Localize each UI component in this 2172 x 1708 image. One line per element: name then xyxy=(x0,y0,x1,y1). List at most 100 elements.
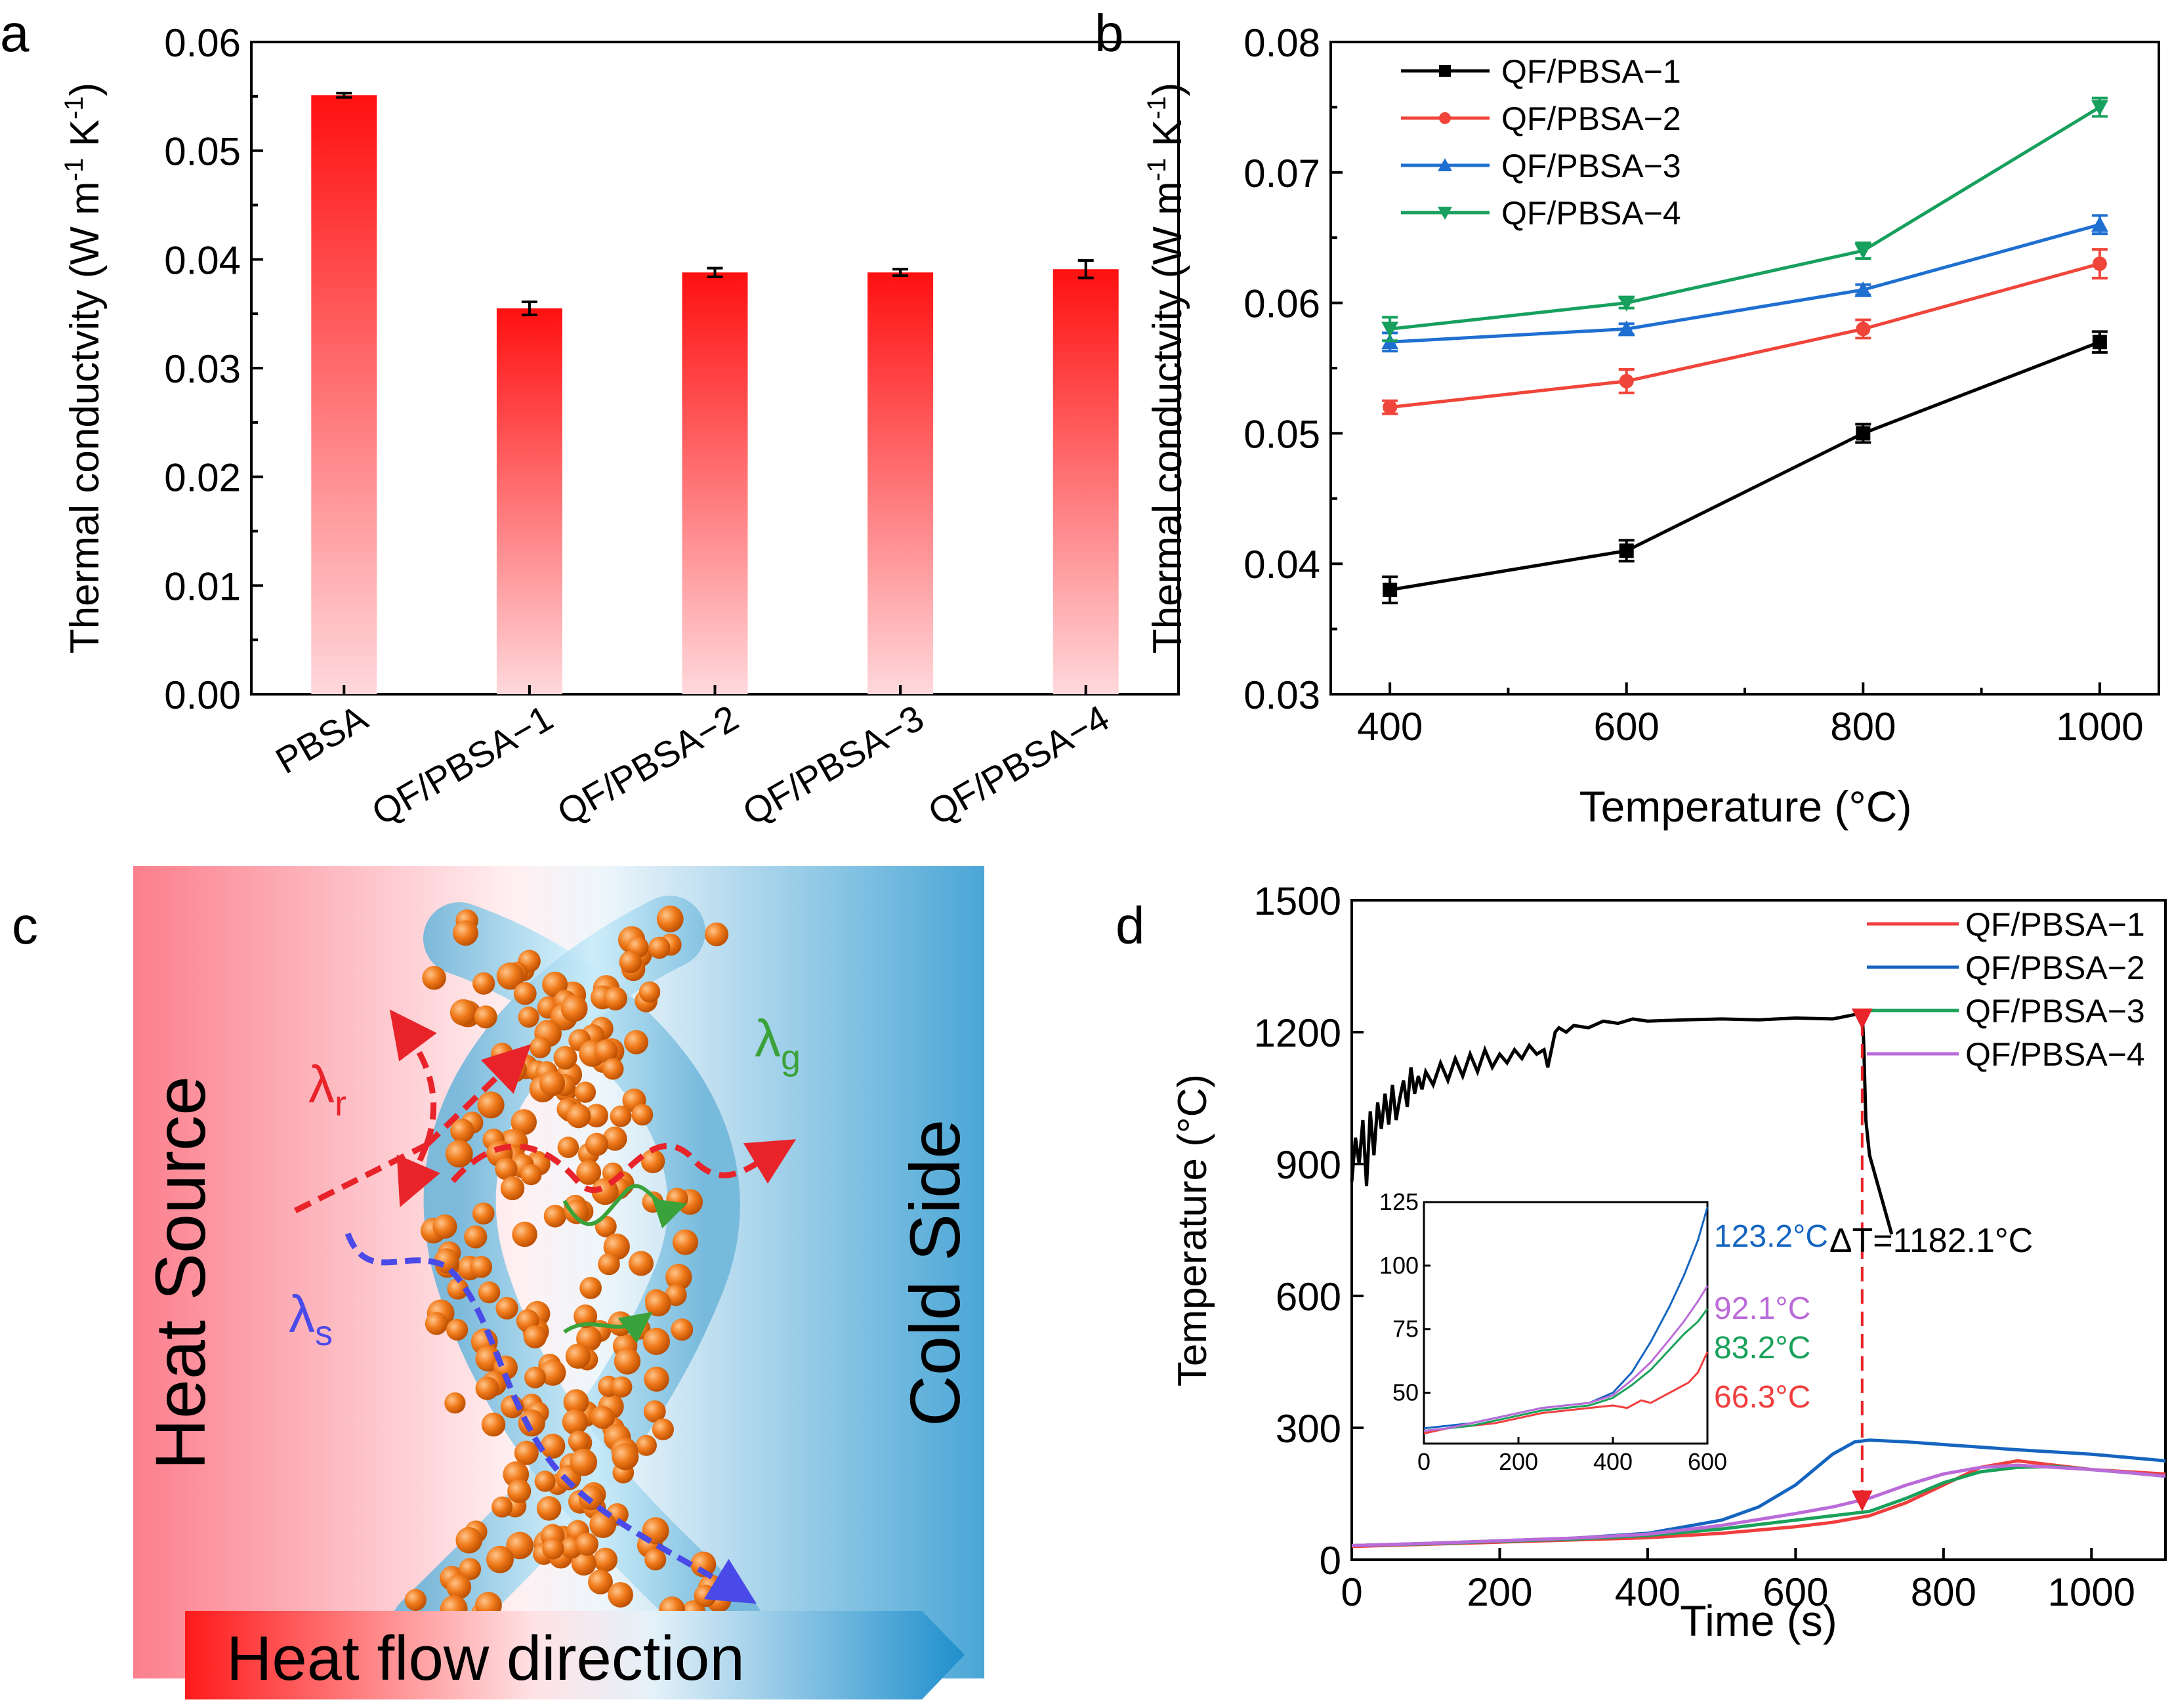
particle-88 xyxy=(520,1164,542,1186)
particle-29 xyxy=(518,1006,539,1028)
particle-177 xyxy=(514,1440,539,1465)
legend-label-3: QF/PBSA−4 xyxy=(1965,1036,2145,1073)
x-tick-label-1: 600 xyxy=(1594,705,1660,749)
inset-chart: 0 200 400 600 50 75 100 125 123.2°C 92.1°C 83.2°C 6… xyxy=(1379,1188,1828,1475)
particle-145 xyxy=(644,1366,669,1392)
point-s0-2 xyxy=(1856,426,1871,441)
particle-128 xyxy=(446,1318,469,1341)
x-tick-label-4: QF/PBSA−4 xyxy=(921,697,1116,833)
point-s0-0 xyxy=(1383,582,1398,597)
particle-136 xyxy=(671,1318,694,1341)
particle-59 xyxy=(539,1070,566,1096)
particle-35 xyxy=(624,1030,649,1054)
y-tick-label-2: 0.05 xyxy=(1243,412,1320,456)
x-tick-label-1: QF/PBSA−1 xyxy=(365,697,560,833)
particle-111 xyxy=(470,1255,493,1278)
particle-68 xyxy=(566,1104,591,1129)
particle-165 xyxy=(540,1433,566,1459)
y-tick-label-1: 0.04 xyxy=(1243,543,1320,587)
particle-98 xyxy=(512,1221,537,1247)
particle-100 xyxy=(564,1199,589,1224)
x-tick-label-0: 0 xyxy=(1341,1570,1362,1614)
particle-3 xyxy=(453,920,478,946)
particle-188 xyxy=(589,1510,617,1539)
radiation-arrow-down xyxy=(396,1144,440,1207)
delta-t-label: ΔT=1182.1°C xyxy=(1829,1222,2033,1260)
cold-side-label: Cold Side xyxy=(895,1119,974,1427)
heat-source-label: Heat Source xyxy=(140,1076,220,1470)
particle-143 xyxy=(614,1348,641,1375)
heat-flow-arrow xyxy=(185,1611,965,1699)
particle-123 xyxy=(425,1312,448,1335)
legend-marker-2 xyxy=(1438,158,1452,171)
bar-1 xyxy=(496,308,562,695)
particle-120 xyxy=(645,1290,671,1317)
x-axis-label-b: Temperature (°C) xyxy=(1579,782,1912,831)
legend-label-3: QF/PBSA−4 xyxy=(1501,195,1681,232)
point-s0-1 xyxy=(1619,543,1634,558)
particle-106 xyxy=(464,1225,488,1249)
particle-149 xyxy=(444,1392,466,1414)
particle-47 xyxy=(594,1039,618,1063)
particle-205 xyxy=(542,1537,564,1560)
series-line-3 xyxy=(1389,106,2101,331)
legend-d: QF/PBSA−1 QF/PBSA−2 QF/PBSA−3 QF/PBSA−4 xyxy=(1867,906,2145,1073)
inset-y-label-2: 100 xyxy=(1379,1252,1419,1279)
particle-95 xyxy=(543,1205,567,1228)
particle-117 xyxy=(478,1281,501,1304)
lambda-g-label: λg xyxy=(755,1009,801,1077)
panel-label-d: d xyxy=(1116,896,1145,955)
inset-x-label-2: 400 xyxy=(1593,1448,1633,1475)
x-tick-label-2: 400 xyxy=(1615,1570,1681,1614)
panel-label-b: b xyxy=(1095,4,1124,62)
point-s1-3 xyxy=(2092,256,2107,271)
y-tick-label-5: 0.08 xyxy=(1243,21,1320,65)
legend-label-0: QF/PBSA−1 xyxy=(1965,906,2145,943)
inset-value-label-3: 66.3°C xyxy=(1714,1380,1810,1415)
y-axis-label-d: Temperature (°C) xyxy=(1170,1074,1215,1386)
point-s3-0 xyxy=(1381,322,1399,338)
y-tick-label-0: 0.03 xyxy=(1243,673,1320,717)
particle-31 xyxy=(560,995,588,1022)
particle-162 xyxy=(635,1434,657,1456)
gas-conduction-arrow-2 xyxy=(563,1312,653,1344)
point-s2-1 xyxy=(1618,320,1635,337)
point-s3-3 xyxy=(2091,100,2108,116)
particle-25 xyxy=(513,982,537,1005)
legend-label-2: QF/PBSA−3 xyxy=(1965,993,2145,1030)
solid-conduction-arrow xyxy=(345,1232,757,1604)
radiation-arrow-up-right xyxy=(424,1044,532,1148)
particle-70 xyxy=(450,1118,474,1143)
particle-7 xyxy=(422,966,446,990)
particle-166 xyxy=(592,1406,615,1429)
particle-6 xyxy=(704,922,729,947)
particle-53 xyxy=(574,1081,596,1103)
particle-63 xyxy=(477,1091,505,1119)
particle-187 xyxy=(507,1479,532,1503)
inset-curve-0 xyxy=(1423,1351,1709,1434)
particle-131 xyxy=(574,1304,598,1329)
particle-178 xyxy=(534,1470,556,1492)
x-tick-label-3: 1000 xyxy=(2056,705,2143,749)
particle-179 xyxy=(570,1448,598,1476)
particle-1 xyxy=(656,906,684,932)
inset-value-label-2: 83.2°C xyxy=(1714,1331,1810,1365)
temperature-curve-1 xyxy=(1351,1459,2166,1549)
legend-marker-3 xyxy=(1438,207,1452,220)
y-tick-label-2: 600 xyxy=(1276,1275,1341,1319)
radiation-wave-arrow xyxy=(450,1139,797,1194)
point-s3-1 xyxy=(1618,295,1635,312)
particle-103 xyxy=(672,1229,698,1255)
particle-48 xyxy=(602,1058,624,1080)
particle-215 xyxy=(446,1574,472,1600)
particle-158 xyxy=(652,1418,674,1440)
particle-214 xyxy=(459,1558,482,1581)
particle-cluster xyxy=(396,906,732,1652)
y-tick-label-6: 0.06 xyxy=(164,21,241,65)
particle-200 xyxy=(593,1547,617,1572)
particle-15 xyxy=(619,950,642,974)
point-s2-3 xyxy=(2091,216,2108,232)
particle-213 xyxy=(608,1582,633,1608)
legend-label-1: QF/PBSA−2 xyxy=(1965,949,2145,986)
